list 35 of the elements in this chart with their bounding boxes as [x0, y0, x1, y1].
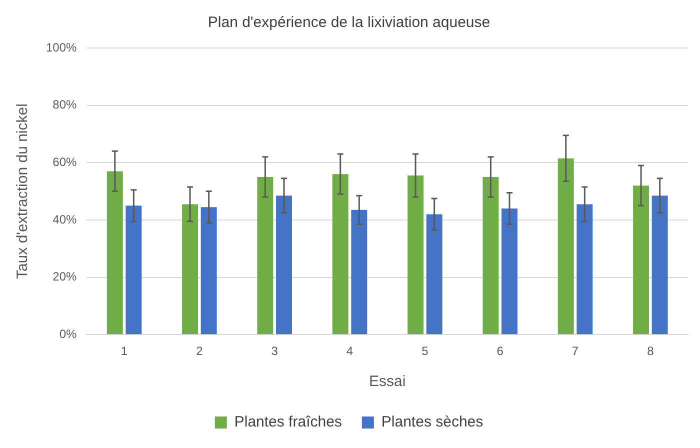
y-tick-label: 60% — [52, 154, 78, 169]
x-tick-label: 8 — [647, 344, 654, 358]
y-axis-title: Taux d'extraction du nickel — [14, 104, 32, 280]
bar — [502, 208, 518, 334]
bar — [408, 176, 424, 334]
x-tick-label: 4 — [346, 344, 354, 358]
x-tick-label: 1 — [120, 344, 128, 358]
bar — [652, 196, 668, 334]
bar — [257, 176, 274, 334]
bar — [558, 158, 574, 334]
x-tick-label: 3 — [271, 344, 278, 358]
x-tick-label: 5 — [422, 344, 429, 358]
bar — [126, 206, 142, 334]
y-tick-label: 40% — [52, 212, 78, 226]
x-tick-label: 7 — [572, 344, 579, 358]
bar — [633, 186, 650, 334]
bar — [332, 174, 348, 334]
x-axis-title: Essai — [369, 373, 406, 390]
bar — [576, 204, 593, 334]
y-tick-label: 80% — [52, 98, 78, 112]
bar — [200, 207, 217, 334]
bar — [276, 196, 292, 334]
y-tick-label: 20% — [52, 270, 78, 284]
bar — [182, 204, 198, 334]
bar — [482, 176, 499, 334]
x-tick-label: 2 — [196, 344, 204, 358]
chart-title: Plan d'expérience de la lixiviation aqueuse — [208, 14, 490, 32]
bar — [106, 171, 123, 334]
bar — [351, 210, 368, 334]
y-tick-label: 100% — [46, 40, 78, 54]
bar — [426, 214, 442, 334]
y-tick-label: 0% — [59, 326, 78, 341]
legend-label: Plantes fraîches — [234, 414, 342, 431]
x-tick-label: 6 — [496, 344, 504, 358]
legend-label: Plantes sèches — [381, 414, 484, 431]
